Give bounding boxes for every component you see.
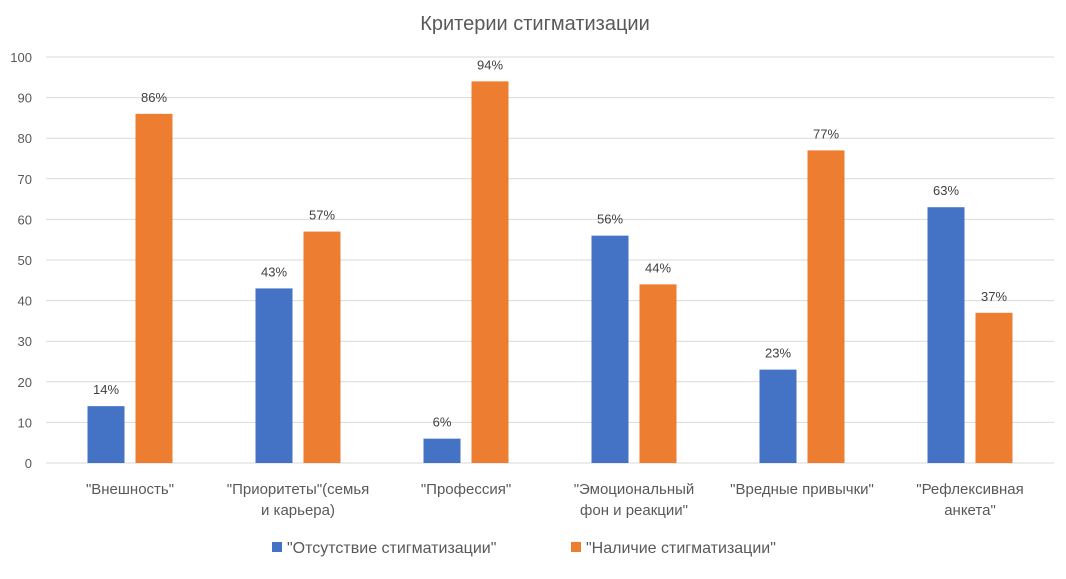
data-label: 14%: [93, 382, 119, 397]
x-tick-label: анкета": [944, 502, 996, 519]
bar: [471, 81, 509, 464]
legend-label: "Наличие стигматизации": [586, 540, 776, 557]
bar: [303, 231, 341, 463]
y-tick-label: 80: [18, 131, 32, 146]
bar: [927, 207, 965, 463]
data-label: 43%: [261, 264, 287, 279]
y-tick-label: 70: [18, 172, 32, 187]
gridlines: [46, 56, 1054, 464]
x-tick-label: "Рефлексивная: [916, 481, 1023, 498]
data-label: 94%: [477, 57, 503, 72]
x-tick-label: "Приоритеты"(семья: [227, 481, 370, 498]
legend: "Отсутствие стигматизации" "Наличие стигм…: [272, 540, 776, 557]
bar: [87, 406, 125, 463]
data-label: 56%: [597, 212, 623, 227]
bar: [423, 438, 461, 463]
chart-title: Критерии стигматизации: [420, 13, 650, 35]
data-label: 44%: [645, 260, 671, 275]
y-tick-label: 40: [18, 294, 32, 309]
x-tick-label: "Профессия": [421, 481, 511, 498]
data-label: 86%: [141, 90, 167, 105]
y-tick-label: 50: [18, 253, 32, 268]
y-tick-label: 10: [18, 415, 32, 430]
bar: [975, 312, 1013, 463]
legend-label: "Отсутствие стигматизации": [287, 540, 496, 557]
y-tick-label: 90: [18, 91, 32, 106]
bars: [87, 81, 1013, 464]
y-tick-label: 100: [10, 50, 32, 65]
bar: [759, 369, 797, 463]
legend-swatch: [272, 542, 282, 552]
bar: [591, 235, 629, 463]
y-tick-label: 20: [18, 375, 32, 390]
bar: [807, 150, 845, 463]
legend-swatch: [571, 542, 581, 552]
x-tick-label: "Внешность": [86, 481, 174, 498]
data-label: 23%: [765, 346, 791, 361]
y-tick-label: 60: [18, 212, 32, 227]
x-tick-label: "Вредные привычки": [730, 481, 874, 498]
data-label: 6%: [433, 415, 452, 430]
x-tick-label: "Эмоциональный: [574, 481, 695, 498]
bar: [255, 288, 293, 463]
data-labels: 14% 86% 43% 57% 6% 94% 56% 44% 23% 77% 63% 37%: [93, 57, 1007, 429]
data-label: 63%: [933, 183, 959, 198]
bar: [639, 284, 677, 463]
y-tick-label: 0: [25, 456, 32, 471]
data-label: 77%: [813, 126, 839, 141]
bar: [135, 113, 173, 463]
x-axis-labels: "Внешность" "Приоритеты"(семья и карьера) "…: [86, 481, 1024, 519]
data-label: 57%: [309, 208, 335, 223]
y-tick-label: 30: [18, 334, 32, 349]
x-tick-label: фон и реакции": [580, 502, 688, 519]
x-tick-label: и карьера): [261, 502, 335, 519]
y-axis-ticks: 0 10 20 30 40 50 60 70 80 90 100: [10, 50, 32, 471]
data-label: 37%: [981, 289, 1007, 304]
